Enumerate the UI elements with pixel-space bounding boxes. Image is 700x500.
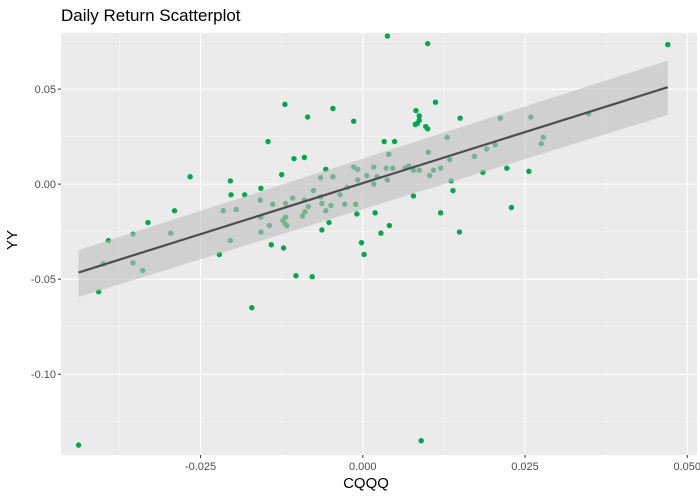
data-point <box>386 222 393 229</box>
data-point <box>258 185 264 192</box>
data-point <box>508 204 515 211</box>
data-point <box>326 219 332 226</box>
data-point <box>278 171 285 178</box>
data-point <box>526 168 532 175</box>
regression-line <box>78 86 669 274</box>
x-axis-label: CQQQ <box>343 475 389 492</box>
data-point <box>291 155 297 162</box>
data-point <box>413 107 419 114</box>
data-point <box>391 138 398 145</box>
chart-title: Daily Return Scatterplot <box>61 6 241 25</box>
x-tick-label: 0.025 <box>511 461 539 473</box>
data-point <box>665 41 671 48</box>
data-point <box>350 118 357 124</box>
data-point <box>268 242 274 248</box>
data-point <box>381 138 387 145</box>
y-tick-label: -0.05 <box>31 274 56 286</box>
data-point <box>424 126 431 132</box>
data-point <box>416 113 422 119</box>
x-axis: -0.025 0.000 0.025 0.050 <box>185 455 700 473</box>
data-point <box>293 273 299 279</box>
data-point <box>145 219 151 226</box>
data-point <box>437 210 444 216</box>
data-point <box>504 165 510 171</box>
data-point <box>187 174 193 180</box>
y-tick-label: 0.00 <box>35 179 56 191</box>
y-tick-label: -0.10 <box>31 369 56 381</box>
data-point <box>241 192 248 198</box>
data-point <box>457 115 463 121</box>
data-point <box>456 229 463 235</box>
data-point <box>227 178 234 184</box>
data-point <box>304 114 311 120</box>
data-point <box>361 251 367 258</box>
data-point <box>384 33 391 39</box>
data-point <box>301 154 308 161</box>
data-point <box>410 193 417 199</box>
y-axis: -0.10 -0.05 0.00 0.05 <box>31 84 61 381</box>
data-point <box>416 117 422 123</box>
x-tick-label: -0.025 <box>185 461 216 473</box>
data-point <box>171 208 178 214</box>
data-point <box>75 442 82 448</box>
data-point <box>432 99 439 105</box>
data-point <box>450 187 456 194</box>
y-tick-label: 0.05 <box>35 84 56 96</box>
data-point <box>330 105 336 112</box>
x-tick-label: 0.050 <box>673 461 700 473</box>
data-point <box>319 227 325 233</box>
data-point <box>282 101 288 107</box>
data-point <box>418 438 424 444</box>
data-point <box>265 138 271 145</box>
data-point <box>280 245 287 251</box>
data-point <box>354 211 360 217</box>
data-point <box>424 40 431 47</box>
data-point <box>309 273 315 280</box>
data-point <box>228 192 234 198</box>
data-point <box>372 210 378 216</box>
x-tick-label: 0.000 <box>349 461 377 473</box>
data-point <box>249 304 255 311</box>
data-point <box>378 230 384 236</box>
data-point <box>358 239 365 246</box>
